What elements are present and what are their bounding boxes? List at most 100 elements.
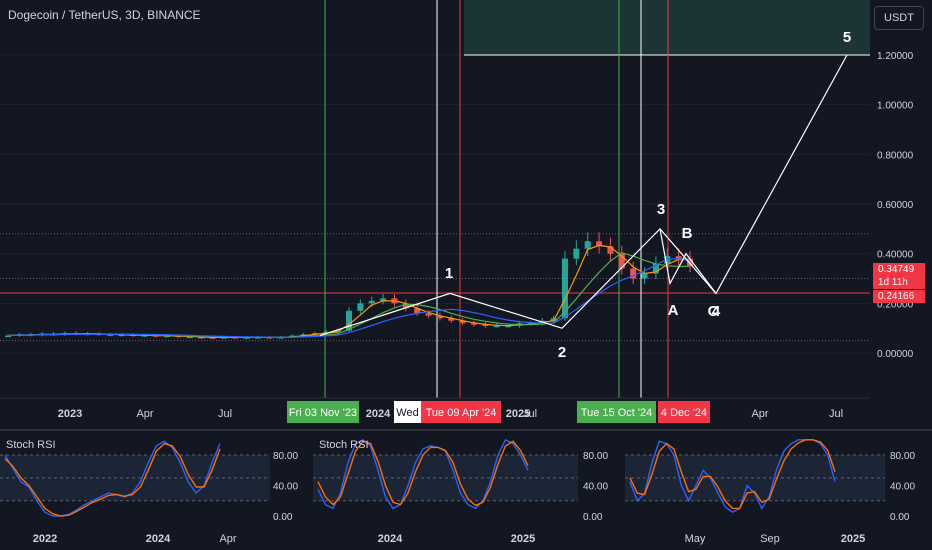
- date-marker-bg: [658, 401, 710, 423]
- candle-body: [346, 310, 352, 331]
- x-tick-label: Jul: [218, 408, 232, 420]
- rsi-y-tick: 0.00: [890, 512, 910, 523]
- support-price-tag: 0.24166: [873, 290, 925, 303]
- candle-body: [596, 241, 603, 247]
- x-tick-label: 2023: [58, 408, 82, 420]
- x-tick-label: Jul: [523, 408, 537, 420]
- rsi-series-line: [317, 438, 529, 510]
- candle-body: [357, 303, 364, 311]
- candle-body: [209, 337, 216, 339]
- wave-label-a: A: [668, 302, 679, 319]
- candle-body: [186, 336, 193, 339]
- rsi-y-tick: 0.00: [273, 512, 293, 523]
- candle-body: [675, 256, 682, 259]
- rsi-series-line: [629, 439, 836, 510]
- candle-body: [5, 335, 11, 338]
- wave-label-c: C: [708, 303, 719, 320]
- candle-body: [448, 318, 455, 321]
- correction-path: [659, 228, 717, 294]
- date-marker-bg: [421, 401, 501, 423]
- main-pane-bg: [0, 0, 870, 398]
- rsi-y-tick: 40.00: [273, 482, 298, 493]
- date-marker-bg: [287, 401, 359, 423]
- rsi-series-line: [629, 439, 836, 514]
- rsi-panel-2-title: Stoch RSI: [319, 439, 369, 451]
- x-tick-label: Jul: [829, 408, 843, 420]
- candle-body: [368, 300, 375, 304]
- candle-body: [380, 298, 387, 301]
- candle-body: [414, 308, 421, 314]
- rsi-x-tick: 2022: [33, 533, 57, 545]
- target-zone: [464, 0, 870, 55]
- candle-body: [118, 334, 125, 337]
- rsi-panel-1-title: Stoch RSI: [6, 439, 56, 451]
- rsi-y-tick: 80.00: [890, 451, 915, 462]
- y-tick-label: 1.00000: [877, 101, 914, 112]
- candle-body: [505, 325, 512, 328]
- wave-label-5: 5: [843, 29, 851, 46]
- date-marker-bg: [577, 401, 656, 423]
- current-price-tag: 0.34749: [873, 263, 925, 276]
- candle-body: [459, 320, 466, 324]
- candle-body: [493, 325, 500, 328]
- candle-body: [425, 313, 432, 316]
- moving-average-line: [7, 258, 691, 338]
- candle-body: [107, 334, 114, 336]
- date-marker-bg: [394, 401, 421, 423]
- chart-title: Dogecoin / TetherUS, 3D, BINANCE: [8, 8, 201, 22]
- rsi-series-line: [4, 442, 221, 517]
- y-tick-label: 0.40000: [877, 250, 914, 261]
- rsi-x-tick: 2024: [378, 533, 403, 545]
- wave-label-3: 3: [657, 201, 665, 218]
- candle-body: [630, 268, 637, 279]
- y-tick-label: 0.20000: [877, 299, 914, 310]
- rsi-y-tick: 0.00: [583, 512, 603, 523]
- rsi-x-tick: 2024: [146, 533, 171, 545]
- y-tick-label: 1.20000: [877, 51, 914, 62]
- y-tick-label: 0.60000: [877, 200, 914, 211]
- wave-path: [319, 54, 848, 337]
- rsi-x-tick: 2025: [511, 533, 535, 545]
- rsi-y-tick: 40.00: [890, 482, 915, 493]
- date-marker-label: Tue 15 Oct '24: [581, 407, 652, 419]
- wave-label-2: 2: [558, 344, 566, 361]
- date-marker-label: Tue 09 Apr '24: [426, 407, 497, 419]
- candle-body: [641, 273, 648, 279]
- date-marker-label: Fri 03 Nov '23: [289, 407, 357, 419]
- candle-body: [436, 315, 443, 319]
- candle-body: [164, 335, 171, 338]
- candle-body: [198, 337, 205, 339]
- candle-body: [471, 323, 478, 325]
- rsi-series-line: [4, 440, 221, 517]
- x-tick-label: Apr: [751, 408, 768, 420]
- currency-button[interactable]: USDT: [874, 6, 924, 30]
- x-tick-label: Apr: [136, 408, 153, 420]
- rsi-y-tick: 40.00: [583, 482, 608, 493]
- rsi-x-tick: 2025: [841, 533, 865, 545]
- date-marker-label: 4 Dec '24: [661, 407, 707, 419]
- y-tick-label: 0.00000: [877, 349, 914, 360]
- candle-body: [687, 258, 693, 267]
- rsi-y-tick: 80.00: [583, 451, 608, 462]
- candle-body: [664, 256, 671, 264]
- candle-body: [243, 337, 250, 339]
- x-tick-label: 2024: [366, 408, 391, 420]
- rsi-x-tick: May: [685, 533, 706, 545]
- x-tick-label: 2025: [506, 408, 530, 420]
- candle-body: [141, 335, 148, 337]
- rsi-series-line: [317, 440, 529, 507]
- countdown-tag: 1d 11h: [873, 276, 925, 289]
- candle-body: [402, 303, 409, 309]
- rsi-y-tick: 80.00: [273, 451, 298, 462]
- rsi-x-tick: Apr: [219, 533, 236, 545]
- wave-label-b: B: [682, 225, 693, 242]
- candle-body: [561, 258, 568, 319]
- candle-body: [573, 248, 580, 259]
- wave-label-1: 1: [445, 265, 453, 282]
- candle-body: [607, 246, 614, 254]
- candle-body: [482, 324, 489, 326]
- candle-body: [618, 253, 625, 269]
- wave-label-4: 4: [712, 303, 721, 320]
